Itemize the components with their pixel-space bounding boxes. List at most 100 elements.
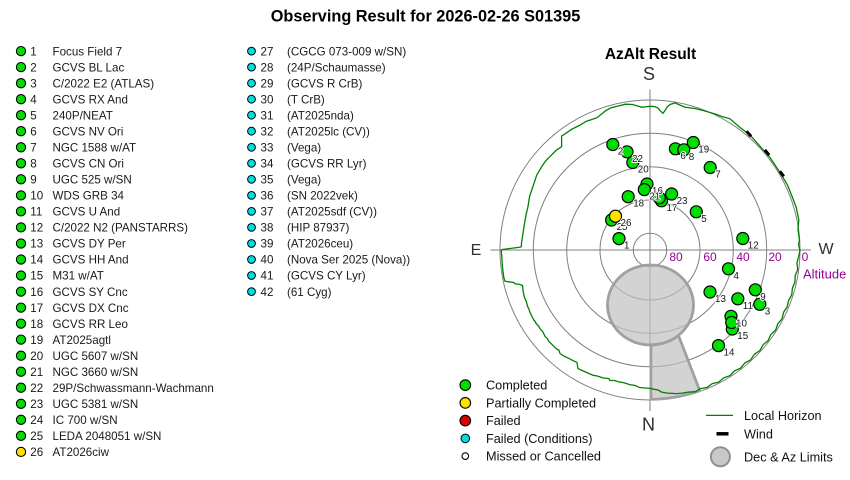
svg-text:GCVS CN Ori: GCVS CN Ori: [53, 158, 125, 171]
svg-text:5: 5: [30, 109, 36, 122]
svg-text:GCVS BL Lac: GCVS BL Lac: [53, 61, 125, 74]
svg-text:34: 34: [261, 158, 274, 171]
svg-text:5: 5: [701, 214, 707, 225]
svg-text:8: 8: [689, 152, 695, 163]
svg-text:2: 2: [618, 147, 623, 158]
svg-text:9: 9: [760, 292, 765, 303]
svg-text:UGC 5607 w/SN: UGC 5607 w/SN: [53, 350, 139, 363]
svg-text:GCVS NV Ori: GCVS NV Ori: [53, 125, 124, 138]
svg-text:25: 25: [617, 222, 628, 233]
svg-text:GCVS DX Cnc: GCVS DX Cnc: [53, 302, 129, 315]
svg-text:60: 60: [703, 250, 717, 264]
svg-text:W: W: [818, 241, 834, 258]
svg-text:NGC 1588 w/AT: NGC 1588 w/AT: [53, 142, 137, 155]
svg-text:15: 15: [737, 331, 748, 342]
svg-text:17: 17: [667, 203, 678, 214]
svg-text:Focus Field 7: Focus Field 7: [53, 45, 123, 58]
svg-text:GCVS SY Cnc: GCVS SY Cnc: [53, 286, 128, 299]
svg-text:22: 22: [632, 154, 643, 165]
svg-text:17: 17: [30, 302, 43, 315]
svg-text:16: 16: [652, 186, 663, 197]
svg-text:Completed: Completed: [486, 379, 547, 393]
svg-text:10: 10: [736, 318, 747, 329]
svg-text:13: 13: [715, 294, 726, 305]
svg-text:1: 1: [624, 241, 629, 252]
svg-text:(CGCG 073-009 w/SN): (CGCG 073-009 w/SN): [287, 45, 406, 58]
svg-text:20: 20: [768, 250, 782, 264]
svg-text:11: 11: [30, 206, 42, 219]
svg-text:25: 25: [30, 430, 43, 443]
svg-text:(Nova Ser 2025 (Nova)): (Nova Ser 2025 (Nova)): [287, 254, 410, 267]
svg-text:(Vega): (Vega): [287, 174, 321, 187]
svg-text:0: 0: [802, 250, 809, 264]
svg-text:(T CrB): (T CrB): [287, 93, 325, 106]
svg-text:26: 26: [30, 446, 43, 459]
svg-text:(24P/Schaumasse): (24P/Schaumasse): [287, 61, 386, 74]
svg-text:UGC 5381 w/SN: UGC 5381 w/SN: [53, 398, 139, 411]
svg-text:(SN 2022vek): (SN 2022vek): [287, 190, 358, 203]
svg-text:21: 21: [649, 192, 660, 203]
svg-text:GCVS RX And: GCVS RX And: [53, 93, 128, 106]
svg-text:GCVS RR Leo: GCVS RR Leo: [53, 318, 128, 331]
svg-text:C/2022 N2 (PANSTARRS): C/2022 N2 (PANSTARRS): [53, 222, 189, 235]
svg-text:40: 40: [261, 254, 274, 267]
svg-text:WDS GRB 34: WDS GRB 34: [53, 190, 125, 203]
svg-text:23: 23: [677, 196, 688, 207]
svg-text:12: 12: [748, 241, 759, 252]
svg-text:Observing Result for 2026-02-2: Observing Result for 2026-02-26 S01395: [271, 8, 581, 26]
svg-text:23: 23: [30, 398, 43, 411]
svg-text:(GCVS RR Lyr): (GCVS RR Lyr): [287, 158, 367, 171]
svg-text:39: 39: [261, 238, 274, 251]
svg-text:19: 19: [30, 334, 43, 347]
svg-text:(HIP 87937): (HIP 87937): [287, 222, 349, 235]
svg-text:7: 7: [715, 170, 720, 181]
svg-text:18: 18: [30, 318, 43, 331]
svg-text:31: 31: [261, 109, 274, 122]
svg-text:18: 18: [633, 199, 644, 210]
svg-text:35: 35: [261, 174, 274, 187]
svg-text:14: 14: [30, 254, 43, 267]
svg-text:2: 2: [30, 61, 36, 74]
svg-text:C/2022 E2 (ATLAS): C/2022 E2 (ATLAS): [53, 77, 155, 90]
svg-text:13: 13: [30, 238, 43, 251]
svg-text:240P/NEAT: 240P/NEAT: [53, 109, 113, 122]
svg-text:(61 Cyg): (61 Cyg): [287, 286, 332, 299]
svg-text:M31 w/AT: M31 w/AT: [53, 270, 104, 283]
svg-text:Local Horizon: Local Horizon: [744, 409, 822, 423]
svg-text:38: 38: [261, 222, 274, 235]
svg-text:29: 29: [261, 77, 274, 90]
svg-text:Dec & Az Limits: Dec & Az Limits: [744, 450, 833, 464]
svg-text:(AT2025lc (CV)): (AT2025lc (CV)): [287, 125, 370, 138]
svg-text:GCVS DY Per: GCVS DY Per: [53, 238, 126, 251]
svg-text:Wind: Wind: [744, 427, 773, 441]
svg-text:14: 14: [724, 348, 735, 359]
svg-text:30: 30: [261, 93, 274, 106]
svg-text:E: E: [471, 242, 482, 259]
svg-text:80: 80: [669, 250, 683, 264]
svg-text:42: 42: [261, 286, 274, 299]
svg-text:LEDA 2048051 w/SN: LEDA 2048051 w/SN: [53, 430, 162, 443]
svg-text:3: 3: [765, 306, 771, 317]
svg-text:AT2025agtl: AT2025agtl: [53, 334, 111, 347]
svg-text:26: 26: [621, 218, 632, 229]
svg-text:(GCVS R CrB): (GCVS R CrB): [287, 77, 362, 90]
svg-text:N: N: [642, 415, 655, 435]
svg-text:4: 4: [30, 93, 37, 106]
svg-text:8: 8: [30, 158, 36, 171]
svg-text:1: 1: [30, 45, 36, 58]
svg-text:Failed: Failed: [486, 414, 521, 428]
svg-text:Altitude: Altitude: [803, 267, 846, 282]
svg-text:(Vega): (Vega): [287, 142, 321, 155]
svg-text:AzAlt Result: AzAlt Result: [605, 46, 696, 63]
svg-text:33: 33: [261, 142, 274, 155]
svg-text:27: 27: [261, 45, 274, 58]
svg-text:NGC 3660 w/SN: NGC 3660 w/SN: [53, 366, 139, 379]
svg-text:S: S: [643, 64, 655, 84]
svg-text:12: 12: [30, 222, 43, 235]
svg-text:20: 20: [638, 165, 649, 176]
svg-text:3: 3: [30, 77, 36, 90]
svg-text:19: 19: [698, 145, 709, 156]
svg-text:21: 21: [30, 366, 43, 379]
svg-text:Partially Completed: Partially Completed: [486, 397, 596, 411]
svg-text:GCVS U And: GCVS U And: [53, 206, 121, 219]
